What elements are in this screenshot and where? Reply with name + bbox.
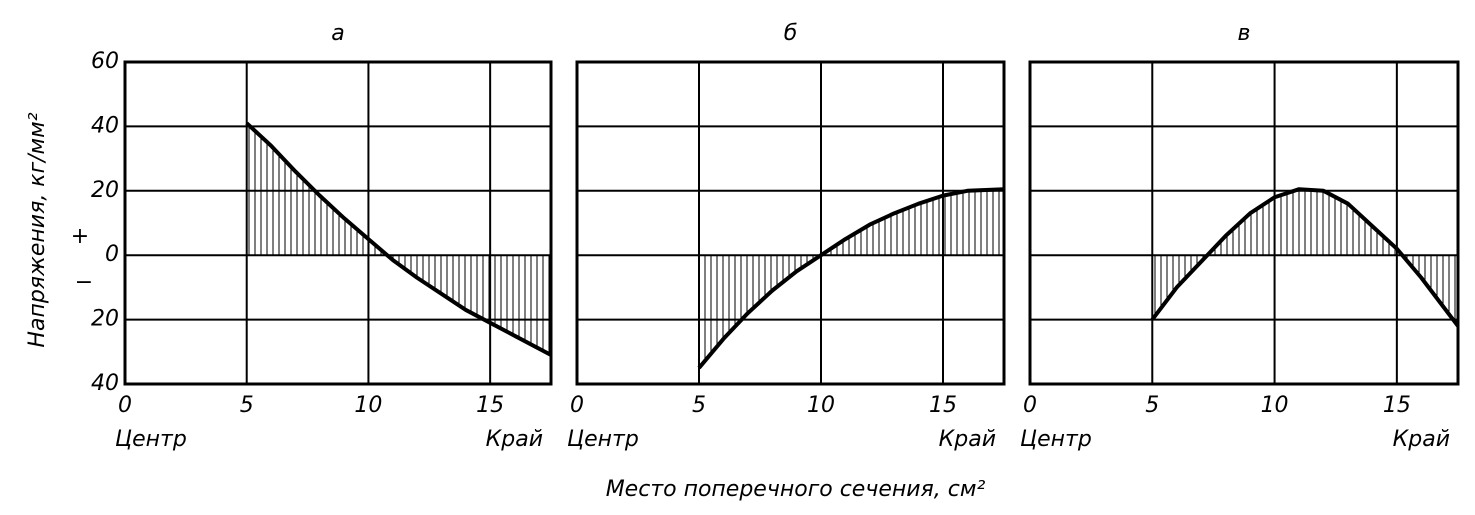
edge-label: Край <box>486 427 543 452</box>
y-tick-label: 60 <box>91 49 119 74</box>
y-tick-label: 0 <box>105 242 119 267</box>
x-tick-label: 5 <box>240 393 254 418</box>
y-tick-label: 40 <box>91 113 119 138</box>
edge-label: Центр <box>115 427 187 452</box>
panel-title: а <box>331 21 344 46</box>
edge-label: Центр <box>567 427 639 452</box>
edge-label: Край <box>1393 427 1450 452</box>
x-tick-label: 0 <box>118 393 132 418</box>
x-tick-label: 15 <box>929 393 957 418</box>
hatched-area <box>1152 189 1458 326</box>
chart: а60402002040051015ЦентрКрайНапряжения, к… <box>0 0 1475 515</box>
y-tick-label: 40 <box>91 371 119 396</box>
x-tick-label: 10 <box>354 393 382 418</box>
x-axis-label: Место поперечного сечения, см² <box>606 477 986 502</box>
edge-label: Край <box>939 427 996 452</box>
y-tick-label: 20 <box>91 307 119 332</box>
y-tick-label: 20 <box>91 178 119 203</box>
y-axis-label: Напряжения, кг/мм² <box>25 112 50 347</box>
x-tick-label: 10 <box>1261 393 1289 418</box>
x-tick-label: 15 <box>1383 393 1411 418</box>
edge-label: Центр <box>1020 427 1092 452</box>
x-tick-label: 15 <box>476 393 504 418</box>
x-tick-label: 10 <box>807 393 835 418</box>
x-tick-label: 0 <box>1023 393 1037 418</box>
panel-title: б <box>784 21 798 46</box>
hatched-area <box>699 189 1004 368</box>
sign-annotation: − <box>75 270 93 295</box>
x-tick-label: 0 <box>570 393 584 418</box>
x-tick-label: 5 <box>1145 393 1159 418</box>
x-tick-label: 5 <box>692 393 706 418</box>
sign-annotation: + <box>71 224 89 249</box>
panel-title: в <box>1238 21 1251 46</box>
